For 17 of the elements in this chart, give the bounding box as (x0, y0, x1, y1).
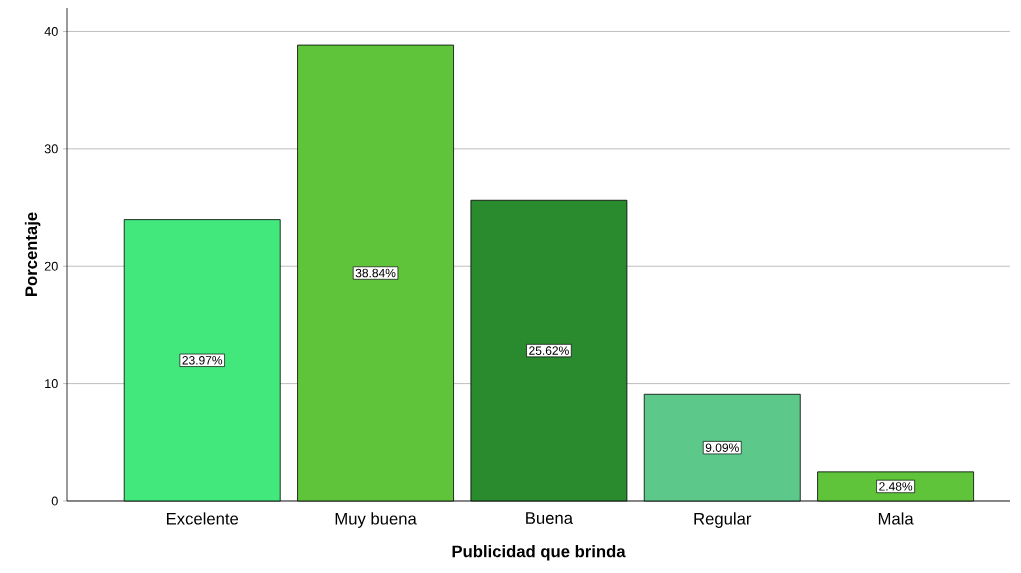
data-label: 2.48% (879, 482, 913, 491)
data-label: 25.62% (529, 346, 569, 355)
x-tick-label: Buena (526, 512, 573, 524)
y-axis-title: Porcentaje (24, 212, 41, 296)
y-tick-label: 30 (44, 144, 58, 154)
data-label: 23.97% (182, 356, 223, 365)
x-tick-label: Mala (878, 512, 914, 525)
y-tick-label: 10 (45, 379, 58, 389)
y-tick-label: 0 (51, 496, 58, 506)
data-label: 38.84% (355, 268, 396, 278)
x-tick-label: Excelente (166, 512, 239, 525)
x-tick-label: Regular (694, 512, 752, 528)
y-tick-label: 40 (44, 26, 58, 36)
x-axis-title: Publicidad que brinda (452, 545, 626, 561)
x-tick-label: Muy buena (335, 512, 417, 528)
y-tick-label: 20 (44, 261, 58, 271)
data-label: 9.09% (705, 443, 739, 452)
